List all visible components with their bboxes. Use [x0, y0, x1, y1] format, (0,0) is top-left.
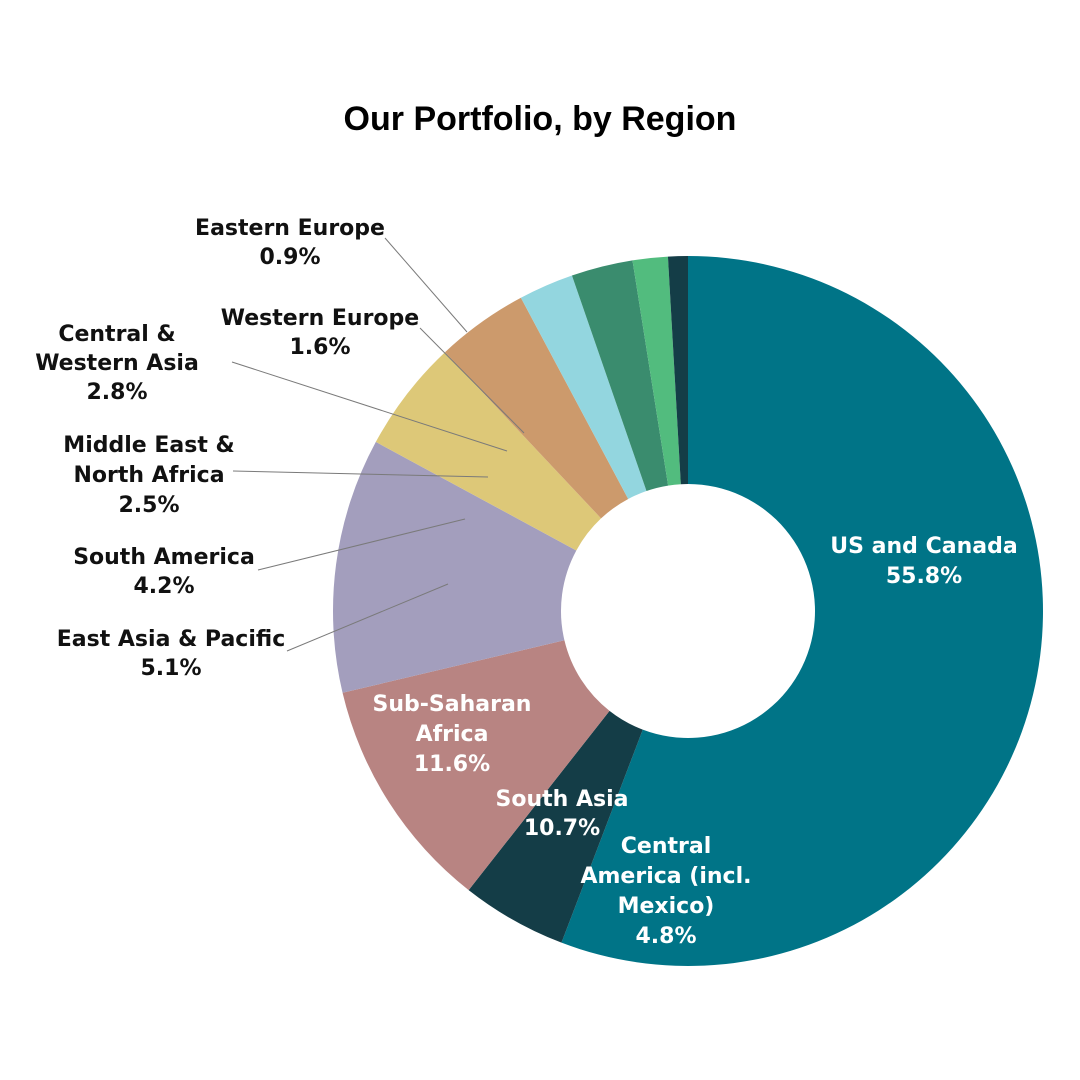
slice-label-south-america: South America 4.2%: [73, 545, 255, 599]
leader-line-south-america: [257, 518, 466, 571]
leader-lines: [231, 237, 525, 652]
slice-us-and-canada: [561, 256, 1043, 966]
slice-label-us-and-canada: US and Canada 55.8%: [830, 534, 1017, 589]
leader-line-central-western-asia: [231, 361, 508, 452]
slice-south-america: [444, 297, 629, 519]
slice-label-sub-saharan-africa: Sub-Saharan Africa 11.6%: [373, 692, 532, 777]
slice-label-western-europe: Western Europe 1.6%: [221, 306, 419, 360]
slice-sub-saharan-africa: [333, 441, 577, 693]
slice-central-western-asia: [571, 260, 669, 491]
slice-western-europe: [632, 256, 681, 486]
slice-labels: US and Canada 55.8% Central America (incl. M…: [35, 216, 1018, 949]
leader-line-eastern-europe: [384, 237, 468, 333]
slice-label-east-asia-pacific: East Asia & Pacific 5.1%: [57, 627, 285, 681]
slice-label-central-america-incl-mexico: Central America (incl. Mexico) 4.8%: [580, 834, 751, 949]
slice-south-asia: [342, 640, 610, 891]
leader-line-western-europe: [419, 327, 525, 434]
slice-east-asia-pacific: [375, 352, 602, 551]
slice-label-south-asia: South Asia 10.7%: [496, 787, 629, 841]
leader-line-middle-east-north-africa: [232, 470, 489, 478]
chart-title: Our Portfolio, by Region: [344, 100, 737, 138]
slice-middle-east-north-africa: [520, 275, 647, 499]
slice-label-eastern-europe: Eastern Europe 0.9%: [195, 216, 385, 270]
leader-line-east-asia-pacific: [286, 583, 449, 652]
slice-eastern-europe: [667, 256, 688, 485]
slice-label-middle-east-north-africa: Middle East & North Africa 2.5%: [63, 433, 234, 518]
slice-label-central-western-asia: Central & Western Asia 2.8%: [35, 322, 199, 405]
slice-central-america-incl-mexico: [468, 710, 643, 943]
donut-slices: [333, 256, 1043, 966]
